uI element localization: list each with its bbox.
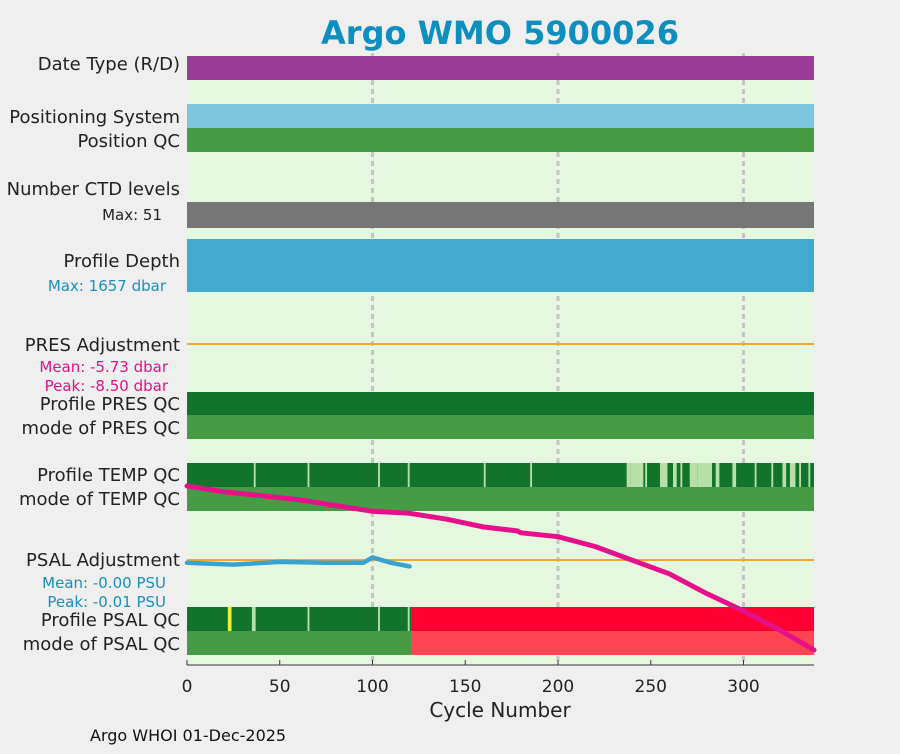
- temp-qc-probably-good-segment-17: [771, 463, 774, 487]
- mode-psal-qc-bad-bar: [411, 631, 814, 655]
- profile-temp-qc-bar: [187, 463, 814, 487]
- positioning-system-bar: [187, 104, 814, 128]
- temp-qc-probably-good-segment-6: [626, 463, 631, 487]
- psal-qc-changed-segment-0: [227, 607, 232, 631]
- x-tick-label-50: 50: [269, 677, 291, 697]
- pres-adjustment-line: [184, 483, 817, 653]
- label-pres-mean: Mean: -5.73 dbar: [39, 358, 169, 376]
- x-axis: 0 50 100 150 200 250 300: [182, 660, 814, 697]
- x-tick-label-200: 200: [542, 677, 574, 697]
- temp-qc-probably-good-segment-5: [530, 463, 533, 487]
- mode-psal-qc-good-bar: [187, 631, 412, 655]
- temp-qc-probably-good-segment-20: [799, 463, 802, 487]
- temp-qc-probably-good-segment-16: [754, 463, 757, 487]
- psal-qc-probably-good-segment-2: [378, 607, 380, 631]
- date-type-bar: [187, 56, 814, 80]
- mode-pres-qc-bar: [187, 415, 814, 439]
- x-tick-label-250: 250: [635, 677, 667, 697]
- x-tick-label-0: 0: [182, 677, 193, 697]
- ctd-levels-bar: [187, 202, 814, 228]
- psal-adjustment-line: [184, 555, 412, 569]
- row-labels: Date Type (R/D) Positioning System Posit…: [7, 54, 180, 655]
- psal-qc-probably-good-segment-0: [251, 607, 256, 631]
- label-mode-temp-qc: mode of TEMP QC: [19, 489, 180, 510]
- label-profile-depth: Profile Depth: [63, 251, 180, 272]
- temp-qc-probably-good-segment-19: [789, 463, 796, 487]
- position-qc-bar: [187, 128, 814, 152]
- label-pres-adjustment: PRES Adjustment: [25, 335, 180, 356]
- temp-qc-probably-good-segment-0: [253, 463, 256, 487]
- x-tick-label-300: 300: [727, 677, 759, 697]
- profile-pres-qc-bar: [187, 392, 814, 415]
- x-tick-label-150: 150: [449, 677, 481, 697]
- label-ctd-max: Max: 51: [102, 206, 162, 224]
- label-date-type: Date Type (R/D): [38, 54, 180, 75]
- label-position-qc: Position QC: [77, 131, 180, 152]
- label-psal-adjustment: PSAL Adjustment: [26, 550, 180, 571]
- label-pres-peak: Peak: -8.50 dbar: [45, 377, 169, 395]
- temp-qc-probably-good-segment-14: [715, 463, 720, 487]
- footer-credit: Argo WHOI 01-Dec-2025: [90, 726, 286, 745]
- label-ctd-levels: Number CTD levels: [7, 179, 180, 200]
- temp-qc-probably-good-segment-11: [680, 463, 683, 487]
- temp-qc-probably-good-segment-10: [673, 463, 677, 487]
- label-profile-pres-qc: Profile PRES QC: [40, 394, 180, 415]
- temp-qc-probably-good-segment-12: [689, 463, 698, 487]
- temp-qc-probably-good-segment-1: [307, 463, 310, 487]
- chart-title: Argo WMO 5900026: [321, 14, 679, 52]
- temp-qc-probably-good-segment-4: [483, 463, 486, 487]
- vertical-grid-lines: [371, 53, 746, 665]
- temp-qc-probably-good-segment-13: [697, 463, 712, 487]
- label-mode-pres-qc: mode of PRES QC: [22, 418, 180, 439]
- x-tick-label-100: 100: [356, 677, 388, 697]
- temp-qc-probably-good-segment-21: [808, 463, 811, 487]
- profile-psal-qc-good-bar: [187, 607, 412, 631]
- label-mode-psal-qc: mode of PSAL QC: [23, 634, 180, 655]
- profile-depth-bar: [187, 239, 814, 292]
- label-psal-peak: Peak: -0.01 PSU: [47, 593, 166, 611]
- temp-qc-probably-good-segment-15: [732, 463, 737, 487]
- temp-qc-probably-good-segment-7: [630, 463, 644, 487]
- x-axis-label: Cycle Number: [429, 698, 571, 722]
- label-depth-max: Max: 1657 dbar: [48, 277, 167, 295]
- label-psal-mean: Mean: -0.00 PSU: [42, 574, 166, 592]
- label-profile-psal-qc: Profile PSAL QC: [41, 610, 180, 631]
- label-positioning-system: Positioning System: [9, 107, 180, 128]
- temp-qc-probably-good-segment-18: [782, 463, 787, 487]
- temp-qc-probably-good-segment-9: [660, 463, 668, 487]
- adjustment-series: [184, 483, 817, 653]
- temp-qc-probably-good-segment-2: [378, 463, 380, 487]
- psal-qc-probably-good-segment-3: [407, 607, 410, 631]
- qc-bars: [187, 56, 814, 655]
- temp-qc-probably-good-segment-8: [645, 463, 648, 487]
- psal-qc-probably-good-segment-1: [307, 607, 310, 631]
- temp-qc-probably-good-segment-3: [407, 463, 410, 487]
- label-profile-temp-qc: Profile TEMP QC: [37, 465, 180, 486]
